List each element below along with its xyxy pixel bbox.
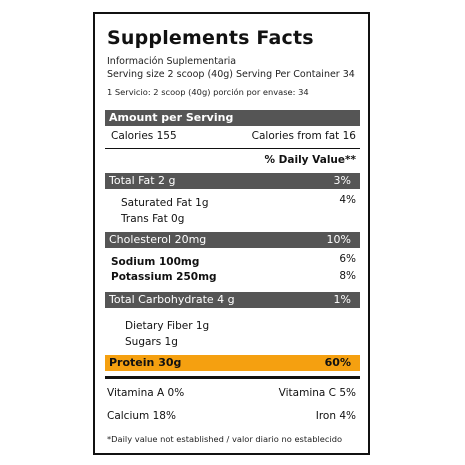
potassium-dv: 8%	[339, 270, 356, 282]
protein-label: Protein 30g	[109, 356, 182, 369]
sugars-label: Sugars 1g	[125, 336, 178, 348]
daily-value-header: % Daily Value**	[264, 154, 357, 166]
amount-per-serving-bar: Amount per Serving	[105, 110, 360, 126]
supplement-facts-panel: Supplements Facts Información Suplementa…	[93, 12, 370, 455]
saturated-fat-label: Saturated Fat 1g	[121, 197, 209, 209]
cholesterol-bar: Cholesterol 20mg 10%	[105, 232, 360, 248]
cholesterol-dv: 10%	[326, 233, 351, 246]
vitamin-a-label: Vitamina A 0%	[107, 387, 185, 399]
vitamin-c-label: Vitamina C 5%	[278, 387, 356, 399]
trans-fat-label: Trans Fat 0g	[121, 213, 185, 225]
amount-per-serving-label: Amount per Serving	[109, 111, 234, 124]
total-carbohydrate-dv: 1%	[333, 293, 351, 306]
sodium-label: Sodium 100mg	[111, 256, 200, 268]
calories-label: Calories 155	[111, 130, 177, 142]
protein-dv: 60%	[324, 356, 351, 369]
total-fat-bar: Total Fat 2 g 3%	[105, 173, 360, 189]
footnote: *Daily value not established / valor dia…	[107, 434, 343, 444]
total-carbohydrate-label: Total Carbohydrate 4 g	[109, 293, 235, 306]
potassium-label: Potassium 250mg	[111, 271, 217, 283]
divider-vitamins	[105, 376, 360, 379]
dietary-fiber-label: Dietary Fiber 1g	[125, 320, 210, 332]
subtitle-spanish: Información Suplementaria	[107, 56, 237, 67]
iron-label: Iron 4%	[315, 410, 356, 422]
sodium-dv: 6%	[339, 253, 356, 265]
serving-size-line: Serving size 2 scoop (40g) Serving Per C…	[107, 69, 355, 80]
calories-from-fat-label: Calories from fat 16	[251, 130, 356, 142]
calcium-label: Calcium 18%	[107, 410, 176, 422]
panel-title: Supplements Facts	[107, 27, 314, 49]
total-fat-label: Total Fat 2 g	[109, 174, 176, 187]
serving-size-line-spanish: 1 Servicio: 2 scoop (40g) porción por en…	[107, 87, 309, 97]
cholesterol-label: Cholesterol 20mg	[109, 233, 207, 246]
total-fat-dv: 3%	[333, 174, 351, 187]
total-carbohydrate-bar: Total Carbohydrate 4 g 1%	[105, 292, 360, 308]
protein-bar: Protein 30g 60%	[105, 355, 360, 371]
saturated-fat-dv: 4%	[339, 194, 356, 206]
divider-calories	[105, 148, 360, 149]
